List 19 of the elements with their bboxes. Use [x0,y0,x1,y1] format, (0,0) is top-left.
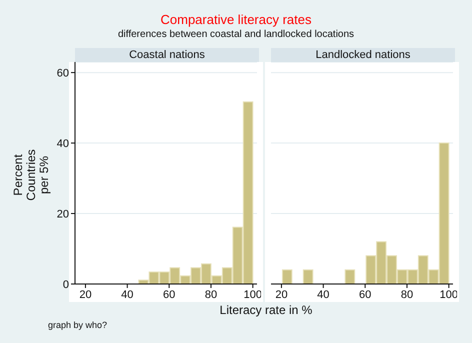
y-tick-label: 60 [56,67,69,80]
chart-title: Comparative literacy rates [160,12,312,27]
x-tick-label: 20 [275,288,288,301]
text: Landlocked nations [271,48,455,62]
x-axis-title: Literacy rate in % [218,303,314,317]
x-tick-label: 40 [121,288,134,301]
y-tick-label: 20 [56,208,69,220]
x-tick-label: 40 [317,288,330,301]
x-tick-label: 60 [163,288,176,301]
text: Coastal nations [75,48,259,62]
x-tick-label: 80 [400,288,414,301]
x-tick-label: 20 [79,288,92,301]
text: graph by who? [48,320,108,330]
y-axis-title: Percent Countries per 5% [11,148,52,203]
y-tick-label: 0 [62,278,69,291]
x-tick-label: 60 [359,288,372,301]
chart-subtitle: differences between coastal and landlocked locations [116,29,356,40]
x-tick-label: 80 [204,288,218,301]
y-tick-label: 40 [56,138,69,150]
